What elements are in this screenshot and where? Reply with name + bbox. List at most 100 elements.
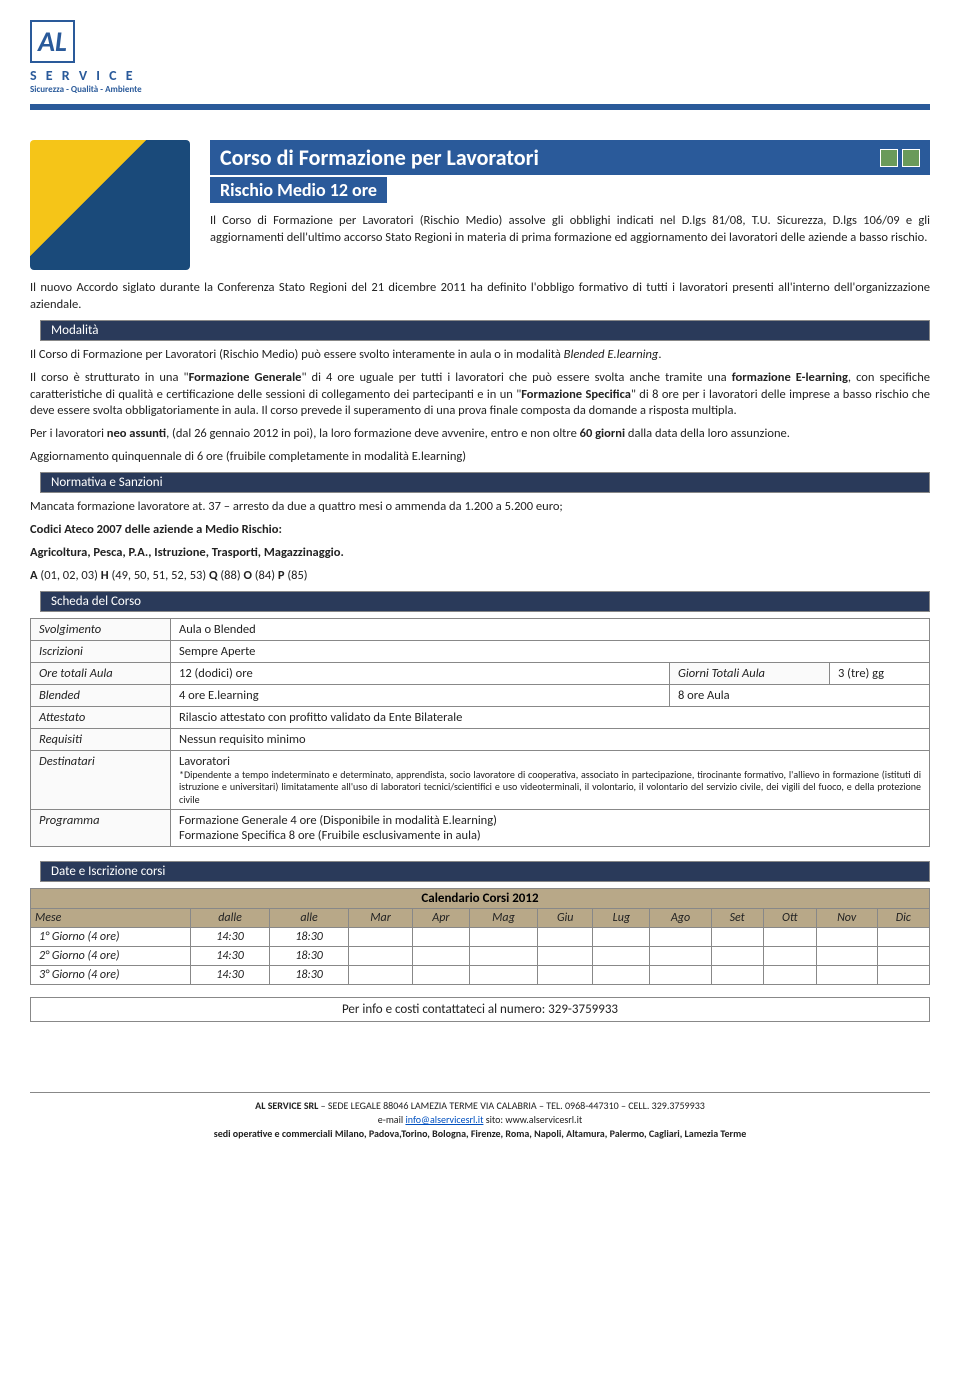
row-value: Lavoratori *Dipendente a tempo indetermi… [171, 750, 930, 810]
calendar-col-header: Dic [877, 909, 929, 928]
calendar-title-row: Calendario Corsi 2012 [31, 889, 930, 909]
normativa-p4-j: (85) [287, 568, 307, 583]
modalita-p2-a: Il corso è strutturato in una " [30, 370, 189, 385]
table-row: Destinatari Lavoratori *Dipendente a tem… [31, 750, 930, 810]
calendar-cell [763, 928, 816, 947]
calendar-cell [349, 966, 413, 985]
badge-icon [902, 149, 920, 167]
calendar-col-header: Mar [349, 909, 413, 928]
modalita-p3-e: dalla data della loro assunzione. [625, 426, 790, 441]
calendar-cell [650, 947, 711, 966]
footer-address: – SEDE LEGALE 88046 LAMEZIA TERME VIA CA… [318, 1099, 704, 1112]
normativa-p4-b: (01, 02, 03) [40, 568, 100, 583]
calendar-alle: 18:30 [270, 928, 349, 947]
logo-initials: AL [30, 20, 75, 63]
destinatari-note: *Dipendente a tempo indeterminato e dete… [179, 769, 921, 807]
row-label: Blended [31, 684, 171, 706]
calendar-col-header: Giu [538, 909, 593, 928]
calendar-col-header: Set [711, 909, 763, 928]
calendar-row: 3° Giorno (4 ore)14:3018:30 [31, 966, 930, 985]
calendar-cell [593, 947, 650, 966]
programma-line-1: Formazione Generale 4 ore (Disponibile i… [179, 813, 921, 828]
destinatari-value: Lavoratori [179, 754, 921, 769]
modalita-p1-a: Il Corso di Formazione per Lavoratori (R… [30, 347, 564, 362]
row-label: Attestato [31, 706, 171, 728]
intro-paragraph-1: Il Corso di Formazione per Lavoratori (R… [210, 213, 930, 247]
calendar-cell [349, 947, 413, 966]
calendar-cell [538, 966, 593, 985]
row-label: Requisiti [31, 728, 171, 750]
row-value: Rilascio attestato con profitto validato… [171, 706, 930, 728]
calendar-cell [469, 928, 537, 947]
calendar-dalle: 14:30 [191, 947, 270, 966]
row-value: Nessun requisito minimo [171, 728, 930, 750]
normativa-p4: A (01, 02, 03) H (49, 50, 51, 52, 53) Q … [30, 568, 930, 585]
modalita-p1: Il Corso di Formazione per Lavoratori (R… [30, 347, 930, 364]
calendar-dalle: 14:30 [191, 928, 270, 947]
modalita-p2-b: Formazione Generale [189, 370, 302, 385]
course-subtitle: Rischio Medio 12 ore [210, 177, 387, 203]
calendar-cell [469, 947, 537, 966]
modalita-p3-b: neo assunti [107, 426, 166, 441]
calendar-col-header: Ago [650, 909, 711, 928]
table-row: Svolgimento Aula o Blended [31, 618, 930, 640]
normativa-p4-a: A [30, 568, 40, 583]
calendar-cell [538, 928, 593, 947]
calendar-row-label: 1° Giorno (4 ore) [31, 928, 191, 947]
programma-line-2: Formazione Specifica 8 ore (Fruibile esc… [179, 828, 921, 843]
calendar-col-header: Lug [593, 909, 650, 928]
footer-email-link[interactable]: info@alservicesrl.it [405, 1113, 483, 1126]
normativa-p4-h: (84) [255, 568, 278, 583]
calendar-cell [650, 928, 711, 947]
calendar-cell [469, 966, 537, 985]
row-value: Aula o Blended [171, 618, 930, 640]
calendar-cell [763, 947, 816, 966]
footer-sedi-label: sedi operative e commerciali [214, 1127, 335, 1140]
logo-service-text: S E R V I C E [30, 67, 142, 84]
footer-site-label: sito: [483, 1113, 505, 1126]
modalita-p1-c: . [658, 347, 661, 362]
section-modalita: Modalità [40, 320, 930, 341]
normativa-p1: Mancata formazione lavoratore at. 37 – a… [30, 499, 930, 516]
modalita-p3-a: Per i lavoratori [30, 426, 107, 441]
contact-info: Per info e costi contattateci al numero:… [30, 997, 930, 1022]
hero-content: Corso di Formazione per Lavoratori Risch… [210, 140, 930, 247]
row-label: Ore totali Aula [31, 662, 171, 684]
calendar-col-header: Nov [816, 909, 877, 928]
calendar-col-header: Mese [31, 909, 191, 928]
calendar-cell [650, 966, 711, 985]
calendar-cell [711, 928, 763, 947]
section-normativa: Normativa e Sanzioni [40, 472, 930, 493]
calendar-row-label: 2° Giorno (4 ore) [31, 947, 191, 966]
course-hero-image [30, 140, 190, 270]
footer-company: AL SERVICE SRL [255, 1099, 318, 1112]
footer-sedi: Milano, Padova,Torino, Bologna, Firenze,… [335, 1127, 746, 1140]
calendar-row-label: 3° Giorno (4 ore) [31, 966, 191, 985]
page-footer: AL SERVICE SRL – SEDE LEGALE 88046 LAMEZ… [30, 1092, 930, 1141]
footer-email-label: e-mail [378, 1113, 406, 1126]
table-row: Ore totali Aula 12 (dodici) ore Giorni T… [31, 662, 930, 684]
row-value: Sempre Aperte [171, 640, 930, 662]
normativa-p4-d: (49, 50, 51, 52, 53) [111, 568, 209, 583]
modalita-p2: Il corso è strutturato in una "Formazion… [30, 370, 930, 421]
row-label: Svolgimento [31, 618, 171, 640]
calendar-header-row: MesedallealleMarAprMagGiuLugAgoSetOttNov… [31, 909, 930, 928]
calendar-col-header: alle [270, 909, 349, 928]
calendar-cell [711, 947, 763, 966]
modalita-p3-c: , (dal 26 gennaio 2012 in poi), la loro … [166, 426, 580, 441]
calendar-cell [349, 928, 413, 947]
table-row: Attestato Rilascio attestato con profitt… [31, 706, 930, 728]
section-date: Date e Iscrizione corsi [40, 861, 930, 882]
footer-site: www.alservicesrl.it [505, 1113, 582, 1126]
course-title: Corso di Formazione per Lavoratori [210, 140, 930, 175]
normativa-p4-i: P [278, 568, 287, 583]
calendar-cell [816, 947, 877, 966]
calendar-row: 1° Giorno (4 ore)14:3018:30 [31, 928, 930, 947]
calendar-col-header: dalle [191, 909, 270, 928]
calendar-dalle: 14:30 [191, 966, 270, 985]
calendar-cell [413, 947, 470, 966]
logo: AL S E R V I C E Sicurezza - Qualità - A… [30, 20, 142, 95]
normativa-p4-f: (88) [220, 568, 243, 583]
calendar-cell [711, 966, 763, 985]
calendar-title: Calendario Corsi 2012 [31, 889, 930, 909]
